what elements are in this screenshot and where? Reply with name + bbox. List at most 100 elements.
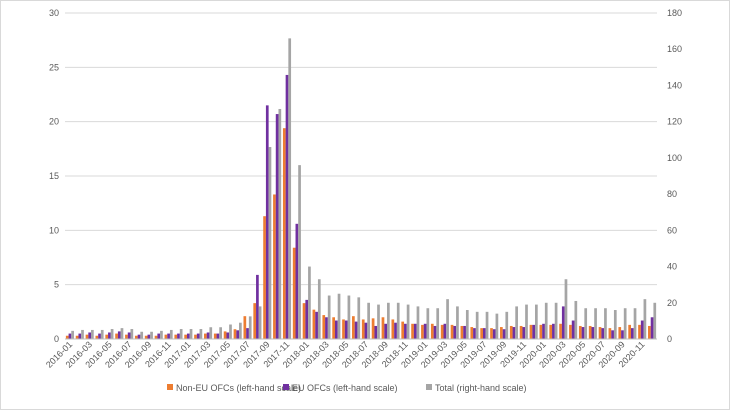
bar <box>71 330 74 339</box>
bar <box>196 333 200 339</box>
bar <box>519 325 523 339</box>
right-axis-tick-label: 40 <box>667 262 677 272</box>
bar <box>334 320 338 339</box>
bar <box>413 323 417 339</box>
bar <box>337 293 341 339</box>
bar <box>588 325 592 339</box>
bar <box>411 323 414 339</box>
bar <box>564 279 568 339</box>
bar <box>75 335 79 339</box>
bar <box>549 324 553 339</box>
bar <box>78 333 82 339</box>
bar <box>436 308 440 339</box>
bar <box>509 325 513 339</box>
bar <box>219 327 222 339</box>
bar <box>535 304 538 339</box>
bar <box>308 266 311 339</box>
bar <box>463 325 466 339</box>
bar <box>426 308 430 339</box>
legend-label: Total (right-hand scale) <box>435 383 527 393</box>
bar <box>322 315 326 339</box>
bar <box>199 329 203 339</box>
bar <box>243 316 247 339</box>
right-axis-tick-label: 140 <box>667 80 682 90</box>
bar <box>315 311 318 339</box>
left-axis-tick-label: 25 <box>49 62 59 72</box>
bar <box>134 335 138 339</box>
right-axis-tick-label: 80 <box>667 189 677 199</box>
bar <box>140 331 144 339</box>
bar <box>127 332 131 339</box>
left-axis-tick-label: 0 <box>54 334 59 344</box>
bar <box>453 325 457 339</box>
bar <box>384 323 388 339</box>
bar <box>258 306 262 339</box>
legend-swatch <box>167 384 173 390</box>
bar <box>115 333 118 339</box>
bar <box>179 329 183 339</box>
bar <box>604 308 607 339</box>
x-axis-tick-labels: 2016-012016-032016-052016-072016-092016-… <box>44 339 647 369</box>
right-axis-tick-labels: 0 20 40 60 80 100 120 140 160 180 <box>667 8 682 344</box>
bar <box>465 310 469 339</box>
bar <box>209 327 213 339</box>
bar <box>532 324 536 339</box>
bar <box>278 108 282 340</box>
legend-label: Non-EU OFCs (left-hand scale) <box>176 383 301 393</box>
bar <box>246 328 249 339</box>
bar <box>332 317 335 339</box>
bar <box>473 328 476 339</box>
bar <box>502 329 506 339</box>
bar <box>367 302 370 339</box>
bar <box>421 324 424 339</box>
bar <box>273 194 276 339</box>
left-axis-tick-label: 10 <box>49 225 59 235</box>
bar <box>492 329 496 339</box>
bar <box>443 323 447 339</box>
bar <box>364 322 368 339</box>
bar <box>480 328 483 339</box>
bar <box>594 308 597 339</box>
legend: Non-EU OFCs (left-hand scale)EU OFCs (le… <box>167 383 527 393</box>
bar <box>236 330 240 339</box>
left-axis-tick-label: 5 <box>54 280 59 290</box>
left-axis-tick-labels: 0 5 10 15 20 25 30 <box>49 8 59 344</box>
bar <box>150 331 153 339</box>
bar <box>554 302 558 339</box>
bar <box>65 335 69 339</box>
bar <box>387 302 390 339</box>
bar <box>110 329 114 339</box>
bar <box>226 332 230 339</box>
bar <box>559 323 562 339</box>
bar <box>552 323 555 339</box>
bar <box>618 327 622 339</box>
bar <box>630 328 634 339</box>
bar <box>485 311 489 339</box>
bar <box>327 295 331 339</box>
bar <box>539 324 543 339</box>
bar <box>361 319 365 339</box>
gridlines <box>65 12 657 286</box>
bar <box>396 302 400 339</box>
bar <box>268 147 272 339</box>
bar <box>495 313 499 339</box>
right-axis-tick-label: 100 <box>667 153 682 163</box>
bar <box>505 311 509 339</box>
bar <box>653 302 657 339</box>
bar <box>229 324 232 339</box>
right-axis-tick-label: 0 <box>667 334 672 344</box>
bar <box>357 297 361 339</box>
legend-label: EU OFCs (left-hand scale) <box>292 383 398 393</box>
bar <box>282 128 286 339</box>
bar <box>91 329 94 339</box>
bar <box>160 330 163 339</box>
bar <box>381 317 385 339</box>
bar <box>621 330 624 339</box>
bar <box>391 319 395 339</box>
bar <box>263 216 266 339</box>
bar <box>117 331 121 339</box>
right-axis-tick-label: 160 <box>667 44 682 54</box>
right-axis-tick-label: 60 <box>667 225 677 235</box>
bar <box>233 329 237 339</box>
